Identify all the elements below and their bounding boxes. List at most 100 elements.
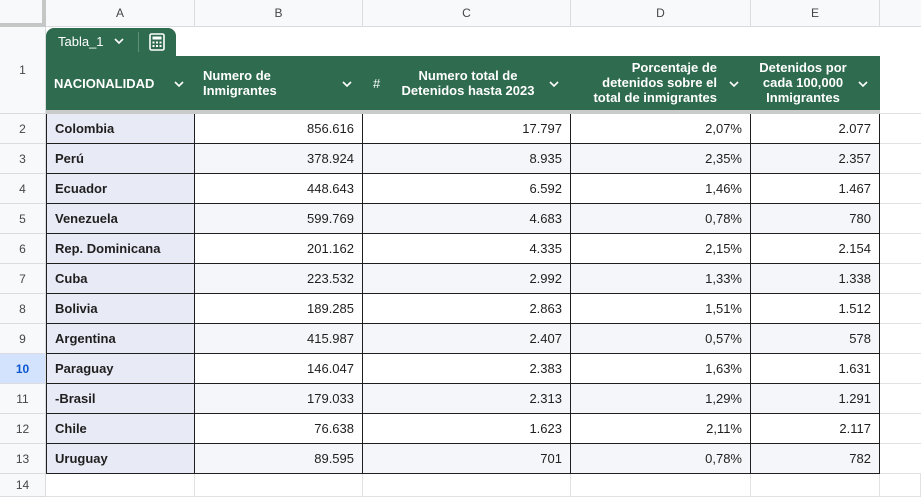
column-header-a[interactable]: A — [46, 0, 195, 27]
header-porcentaje[interactable]: Porcentaje de detenidos sobre el total d… — [571, 56, 751, 110]
cell-inmigrantes[interactable]: 415.987 — [195, 324, 363, 354]
column-header-c[interactable]: C — [363, 0, 571, 27]
cell-nacionalidad[interactable]: Colombia — [46, 114, 195, 144]
cell-detenidos[interactable]: 2.863 — [363, 294, 571, 324]
cell-inmigrantes[interactable]: 448.643 — [195, 174, 363, 204]
cell-empty[interactable] — [751, 474, 880, 497]
cell-detenidos[interactable]: 1.623 — [363, 414, 571, 444]
cell-nacionalidad[interactable]: Rep. Dominicana — [46, 234, 195, 264]
cell-inmigrantes[interactable]: 179.033 — [195, 384, 363, 414]
cell-empty[interactable] — [46, 474, 195, 497]
cell-por100k[interactable]: 782 — [751, 444, 880, 474]
cell-por100k[interactable]: 1.467 — [751, 174, 880, 204]
header-nacionalidad[interactable]: NACIONALIDAD — [46, 56, 195, 110]
chevron-down-icon[interactable] — [173, 78, 185, 90]
cell-por100k[interactable]: 2.117 — [751, 414, 880, 444]
column-header-e[interactable]: E — [751, 0, 880, 27]
row-header-1[interactable]: 1 — [0, 27, 46, 114]
row-header-3[interactable]: 3 — [0, 144, 46, 174]
header-inmigrantes[interactable]: Numero de Inmigrantes — [195, 56, 363, 110]
cell-porcentaje[interactable]: 1,29% — [571, 384, 751, 414]
cell-detenidos[interactable]: 2.383 — [363, 354, 571, 384]
cell-empty[interactable] — [880, 414, 921, 444]
cell-nacionalidad[interactable]: Venezuela — [46, 204, 195, 234]
cell-detenidos[interactable]: 701 — [363, 444, 571, 474]
column-header-next[interactable] — [880, 0, 921, 27]
cell-detenidos[interactable]: 2.313 — [363, 384, 571, 414]
cell-nacionalidad[interactable]: Cuba — [46, 264, 195, 294]
cell-nacionalidad[interactable]: -Brasil — [46, 384, 195, 414]
cell-nacionalidad[interactable]: Chile — [46, 414, 195, 444]
cell-nacionalidad[interactable]: Argentina — [46, 324, 195, 354]
cell-detenidos[interactable]: 4.683 — [363, 204, 571, 234]
cell-detenidos[interactable]: 2.407 — [363, 324, 571, 354]
cell-empty[interactable] — [571, 474, 751, 497]
chevron-down-icon[interactable] — [548, 78, 560, 90]
row-header-12[interactable]: 12 — [0, 414, 46, 444]
cell-por100k[interactable]: 2.077 — [751, 114, 880, 144]
cell-porcentaje[interactable]: 2,35% — [571, 144, 751, 174]
row-header-4[interactable]: 4 — [0, 174, 46, 204]
chevron-down-icon[interactable] — [112, 34, 126, 48]
row-header-11[interactable]: 11 — [0, 384, 46, 414]
column-header-b[interactable]: B — [195, 0, 363, 27]
header-detenidos[interactable]: # Numero total de Detenidos hasta 2023 — [363, 56, 571, 110]
table-name-tab[interactable]: Tabla_1 — [46, 28, 176, 56]
cell-empty[interactable] — [880, 474, 921, 497]
cell-porcentaje[interactable]: 2,11% — [571, 414, 751, 444]
cell-porcentaje[interactable]: 0,57% — [571, 324, 751, 354]
cell-por100k[interactable]: 2.357 — [751, 144, 880, 174]
cell-empty[interactable] — [880, 144, 921, 174]
select-all-corner[interactable] — [0, 0, 46, 27]
chevron-down-icon[interactable] — [857, 78, 869, 90]
cell-porcentaje[interactable]: 0,78% — [571, 444, 751, 474]
cell-por100k[interactable]: 2.154 — [751, 234, 880, 264]
cell-inmigrantes[interactable]: 201.162 — [195, 234, 363, 264]
cell-empty[interactable] — [880, 264, 921, 294]
row-header-5[interactable]: 5 — [0, 204, 46, 234]
cell-por100k[interactable]: 578 — [751, 324, 880, 354]
cell-inmigrantes[interactable]: 89.595 — [195, 444, 363, 474]
cell-nacionalidad[interactable]: Paraguay — [46, 354, 195, 384]
cell-porcentaje[interactable]: 2,15% — [571, 234, 751, 264]
cell-empty[interactable] — [363, 474, 571, 497]
cell-detenidos[interactable]: 2.992 — [363, 264, 571, 294]
cell-inmigrantes[interactable]: 856.616 — [195, 114, 363, 144]
cell-detenidos[interactable]: 6.592 — [363, 174, 571, 204]
cell-por100k[interactable]: 1.291 — [751, 384, 880, 414]
cell-detenidos[interactable]: 8.935 — [363, 144, 571, 174]
cell-nacionalidad[interactable]: Perú — [46, 144, 195, 174]
chevron-down-icon[interactable] — [341, 78, 353, 90]
cell-empty[interactable] — [880, 204, 921, 234]
cell-inmigrantes[interactable]: 223.532 — [195, 264, 363, 294]
cell-porcentaje[interactable]: 0,78% — [571, 204, 751, 234]
cell-por100k[interactable]: 1.338 — [751, 264, 880, 294]
row-header-7[interactable]: 7 — [0, 264, 46, 294]
cell-detenidos[interactable]: 17.797 — [363, 114, 571, 144]
cell-empty[interactable] — [880, 444, 921, 474]
cell-empty[interactable] — [880, 174, 921, 204]
cell-porcentaje[interactable]: 2,07% — [571, 114, 751, 144]
cell-inmigrantes[interactable]: 599.769 — [195, 204, 363, 234]
cell-inmigrantes[interactable]: 378.924 — [195, 144, 363, 174]
cell-porcentaje[interactable]: 1,46% — [571, 174, 751, 204]
row-header-13[interactable]: 13 — [0, 444, 46, 474]
cell-nacionalidad[interactable]: Ecuador — [46, 174, 195, 204]
cell-porcentaje[interactable]: 1,51% — [571, 294, 751, 324]
row-header-6[interactable]: 6 — [0, 234, 46, 264]
row-header-9[interactable]: 9 — [0, 324, 46, 354]
column-header-d[interactable]: D — [571, 0, 751, 27]
header-por100k[interactable]: Detenidos por cada 100,000 Inmigrantes — [751, 56, 880, 110]
cell-porcentaje[interactable]: 1,33% — [571, 264, 751, 294]
cell-porcentaje[interactable]: 1,63% — [571, 354, 751, 384]
cell-empty[interactable] — [880, 114, 921, 144]
row-header-2[interactable]: 2 — [0, 114, 46, 144]
cell-inmigrantes[interactable]: 76.638 — [195, 414, 363, 444]
row-header-8[interactable]: 8 — [0, 294, 46, 324]
row-header-14[interactable]: 14 — [0, 474, 46, 497]
cell-por100k[interactable]: 1.631 — [751, 354, 880, 384]
row-header-10[interactable]: 10 — [0, 354, 46, 384]
cell-detenidos[interactable]: 4.335 — [363, 234, 571, 264]
cell-inmigrantes[interactable]: 189.285 — [195, 294, 363, 324]
cell-empty[interactable] — [880, 354, 921, 384]
